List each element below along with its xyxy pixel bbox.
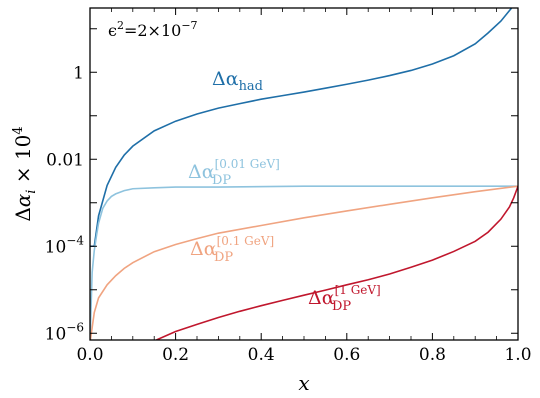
y-tick-label: 0.01 <box>46 150 84 170</box>
x-tick-label: 0.0 <box>76 345 103 365</box>
x-tick-label: 0.6 <box>333 345 360 365</box>
series-label-0: Δαhad <box>212 68 263 94</box>
series-label-1: Δα[0.01 GeV] DP <box>188 157 280 188</box>
series-labels: Δαhad Δα[0.01 GeV] DP Δα[0.1 GeV] DP Δα[1 GeV… <box>188 68 381 314</box>
series-line-2 <box>90 185 518 340</box>
y-tick-label: 10−6 <box>45 320 84 344</box>
x-tick-label: 0.2 <box>162 345 189 365</box>
x-axis-title: x <box>298 371 309 395</box>
series-line-3 <box>156 185 518 340</box>
series-label-3: Δα[1 GeV] DP <box>308 283 381 314</box>
x-tick-label: 0.8 <box>419 345 446 365</box>
axis-ticks <box>89 8 519 340</box>
epsilon-annotation: ϵ2=2×10−7 <box>108 19 198 40</box>
svg-text:Δαi × 104: Δαi × 104 <box>11 126 39 221</box>
y-tick-label: 1 <box>73 63 84 83</box>
y-tick-label: 10−4 <box>45 233 85 257</box>
series-label-2: Δα[0.1 GeV] DP <box>190 234 274 265</box>
series-lines <box>90 8 518 340</box>
y-axis-title: Δαi × 104 <box>11 126 39 221</box>
series-line-1 <box>90 185 518 340</box>
x-tick-label: 0.4 <box>248 345 275 365</box>
plot-frame <box>89 7 519 341</box>
series-line-0 <box>90 8 513 248</box>
x-tick-label: 1.0 <box>504 345 531 365</box>
axis-tick-labels: 0.0 0.2 0.4 0.6 0.8 1.0 10−6 10−4 0.01 1 <box>45 63 532 365</box>
